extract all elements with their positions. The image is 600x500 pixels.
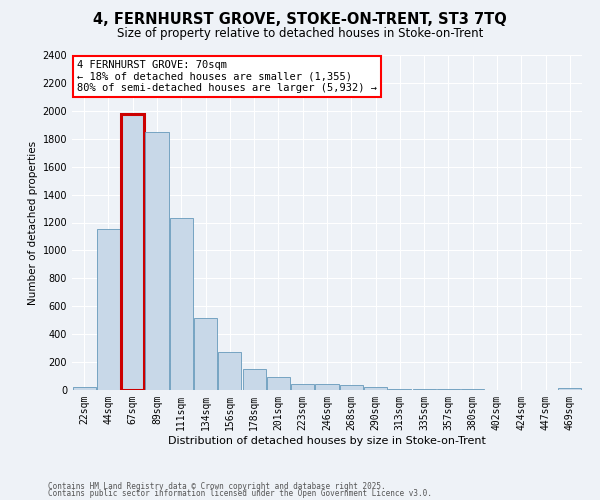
- Text: 4, FERNHURST GROVE, STOKE-ON-TRENT, ST3 7TQ: 4, FERNHURST GROVE, STOKE-ON-TRENT, ST3 …: [93, 12, 507, 28]
- Bar: [267, 378, 290, 390]
- Bar: [218, 352, 241, 390]
- Bar: [170, 218, 193, 390]
- Text: 4 FERNHURST GROVE: 70sqm
← 18% of detached houses are smaller (1,355)
80% of sem: 4 FERNHURST GROVE: 70sqm ← 18% of detach…: [77, 60, 377, 93]
- Bar: [291, 384, 314, 390]
- Text: Contains HM Land Registry data © Crown copyright and database right 2025.: Contains HM Land Registry data © Crown c…: [48, 482, 386, 491]
- X-axis label: Distribution of detached houses by size in Stoke-on-Trent: Distribution of detached houses by size …: [168, 436, 486, 446]
- Bar: [413, 389, 436, 390]
- Y-axis label: Number of detached properties: Number of detached properties: [28, 140, 38, 304]
- Bar: [242, 369, 266, 390]
- Bar: [73, 386, 95, 390]
- Bar: [121, 114, 144, 390]
- Bar: [388, 388, 412, 390]
- Bar: [559, 388, 581, 390]
- Bar: [145, 132, 169, 390]
- Bar: [364, 388, 387, 390]
- Text: Size of property relative to detached houses in Stoke-on-Trent: Size of property relative to detached ho…: [117, 28, 483, 40]
- Bar: [340, 384, 363, 390]
- Text: Contains public sector information licensed under the Open Government Licence v3: Contains public sector information licen…: [48, 488, 432, 498]
- Bar: [194, 318, 217, 390]
- Bar: [97, 229, 120, 390]
- Bar: [316, 384, 338, 390]
